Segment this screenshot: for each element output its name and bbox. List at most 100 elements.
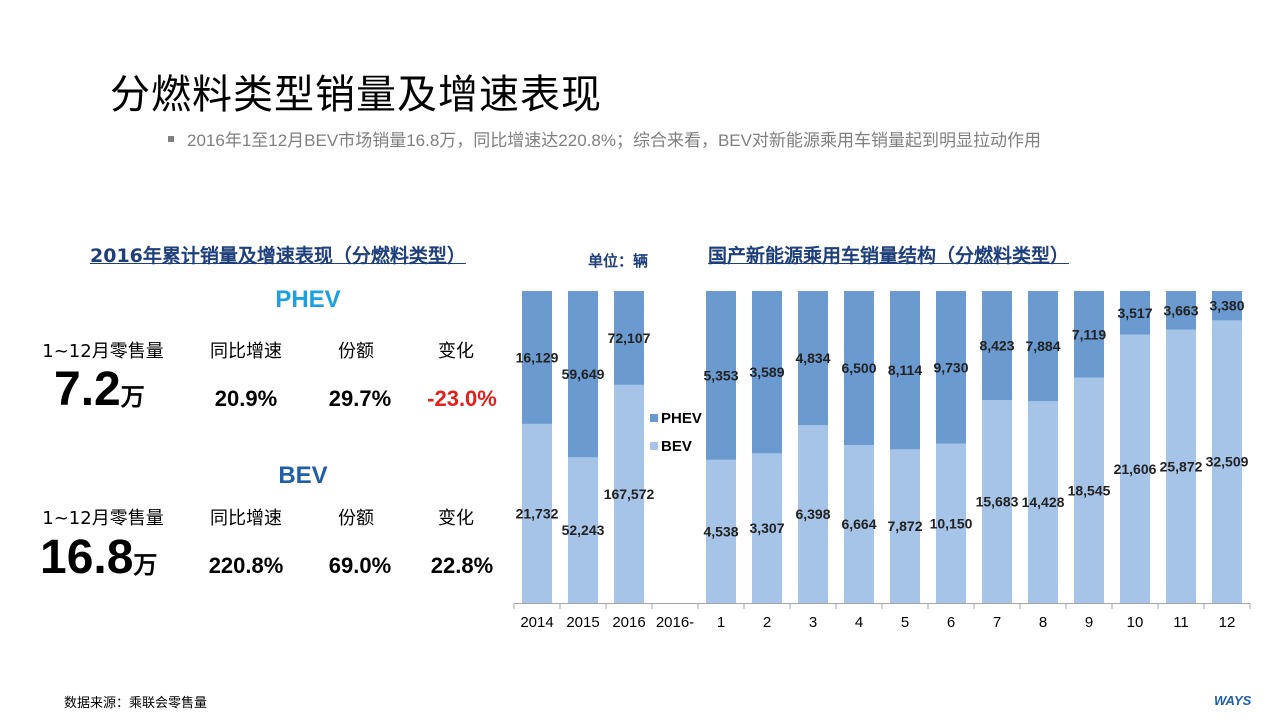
phev-data-label: 72,107 [608, 330, 651, 346]
summary-text: 2016年1至12月BEV市场销量16.8万，同比增速达220.8%；综合来看，… [187, 131, 1041, 150]
phev-bar [890, 291, 920, 450]
phev-data-label: 3,589 [749, 364, 784, 380]
phev-data-label: 3,380 [1209, 298, 1244, 314]
phev-data-label: 8,114 [888, 362, 922, 378]
phev-change-label: 变化 [438, 341, 474, 362]
bev-bar [1166, 329, 1196, 603]
x-tick-label: 7 [993, 614, 1001, 631]
phev-bar [844, 291, 874, 446]
phev-share-value: 29.7% [328, 386, 392, 411]
bev-data-label: 14,428 [1022, 494, 1065, 510]
x-tick-label: 2016 [612, 614, 645, 631]
phev-data-label: 7,119 [1072, 326, 1106, 342]
bev-bar [798, 425, 828, 603]
phev-bar [1212, 291, 1242, 321]
bev-growth-label: 同比增速 [210, 508, 282, 529]
phev-share-label: 份额 [338, 341, 374, 362]
x-tick-label: 4 [855, 614, 863, 631]
phev-bar [522, 291, 552, 424]
bev-data-label: 25,872 [1160, 458, 1203, 474]
x-tick-label: 3 [809, 614, 817, 631]
summary-bullet: 2016年1至12月BEV市场销量16.8万，同比增速达220.8%；综合来看，… [168, 126, 1041, 151]
bev-data-label: 10,150 [930, 515, 973, 531]
legend-swatch [650, 414, 658, 422]
bev-data-label: 52,243 [562, 522, 605, 538]
bev-block-title: BEV [278, 462, 328, 489]
x-tick-label: 1 [717, 614, 725, 631]
x-tick-label: 8 [1039, 614, 1047, 631]
phev-data-label: 9,730 [933, 359, 968, 375]
bev-bar [568, 457, 598, 603]
x-tick-label: 9 [1085, 614, 1093, 631]
phev-data-label: 5,353 [703, 367, 738, 383]
bev-bar [706, 459, 736, 603]
phev-bar [1120, 291, 1150, 335]
phev-data-label: 59,649 [562, 366, 605, 382]
bev-growth-value: 220.8% [208, 553, 284, 578]
x-tick-label: 10 [1127, 614, 1144, 631]
phev-bar [1166, 291, 1196, 330]
phev-data-label: 16,129 [516, 349, 559, 365]
phev-bar [568, 291, 598, 458]
phev-growth-label: 同比增速 [210, 341, 282, 362]
phev-data-label: 7,884 [1025, 338, 1060, 354]
bev-share-label: 份额 [338, 508, 374, 529]
bev-data-label: 167,572 [604, 486, 655, 502]
bev-bar [752, 453, 782, 603]
phev-change-value: -23.0% [427, 386, 497, 411]
phev-block-title: PHEV [275, 286, 341, 313]
bev-bar [1120, 334, 1150, 603]
page-title: 分燃料类型销量及增速表现 [110, 72, 602, 118]
bev-bar [890, 449, 920, 603]
x-tick-label: 6 [947, 614, 955, 631]
legend-label: BEV [661, 438, 692, 455]
x-tick-label: 2 [763, 614, 771, 631]
phev-bar [1074, 291, 1104, 378]
phev-volume-number: 7.2 [54, 363, 121, 416]
bev-bar [614, 384, 644, 603]
phev-bar [982, 291, 1012, 401]
phev-volume-unit: 万 [120, 383, 145, 411]
bev-data-label: 6,398 [795, 506, 830, 522]
data-source: 数据来源：乘联会零售量 [64, 696, 208, 711]
phev-bar [752, 291, 782, 454]
bullet-icon [168, 135, 174, 142]
x-tick-label: 11 [1173, 614, 1189, 631]
phev-data-label: 3,517 [1117, 305, 1152, 321]
bev-data-label: 6,664 [841, 516, 876, 532]
phev-growth-value: 20.9% [214, 386, 278, 411]
chart-heading: 国产新能源乘用车销量结构（分燃料类型） [708, 245, 1070, 267]
bev-bar [1074, 377, 1104, 603]
x-tick-label: 2016- [656, 614, 694, 631]
unit-label: 单位：辆 [588, 252, 649, 270]
bev-volume-label: 1~12月零售量 [42, 508, 164, 529]
bev-data-label: 15,683 [976, 494, 1019, 510]
bev-volume-number: 16.8 [40, 531, 134, 584]
phev-volume-value: 7.2万 [54, 362, 145, 417]
phev-bar [706, 291, 736, 460]
bev-change-value: 22.8% [430, 553, 494, 578]
bev-data-label: 32,509 [1206, 454, 1249, 470]
x-tick-label: 12 [1219, 614, 1236, 631]
bev-data-label: 21,732 [516, 505, 559, 521]
bev-data-label: 18,545 [1068, 482, 1111, 498]
bev-bar [936, 443, 966, 603]
phev-bar [614, 291, 644, 385]
bev-share-value: 69.0% [328, 553, 392, 578]
bev-data-label: 7,872 [887, 518, 922, 534]
bev-data-label: 3,307 [749, 520, 784, 536]
phev-volume-label: 1~12月零售量 [42, 341, 164, 362]
phev-bar [798, 291, 828, 426]
bev-bar [522, 423, 552, 603]
ways-logo: WAYS [1214, 693, 1252, 708]
phev-data-label: 3,663 [1163, 302, 1198, 318]
phev-bar [936, 291, 966, 444]
phev-data-label: 4,834 [795, 350, 830, 366]
bev-data-label: 21,606 [1114, 461, 1157, 477]
bev-bar [844, 445, 874, 603]
left-panel-heading: 2016年累计销量及增速表现（分燃料类型） [90, 245, 466, 267]
legend-label: PHEV [661, 410, 702, 427]
phev-data-label: 6,500 [841, 360, 876, 376]
x-tick-label: 2014 [520, 614, 553, 631]
